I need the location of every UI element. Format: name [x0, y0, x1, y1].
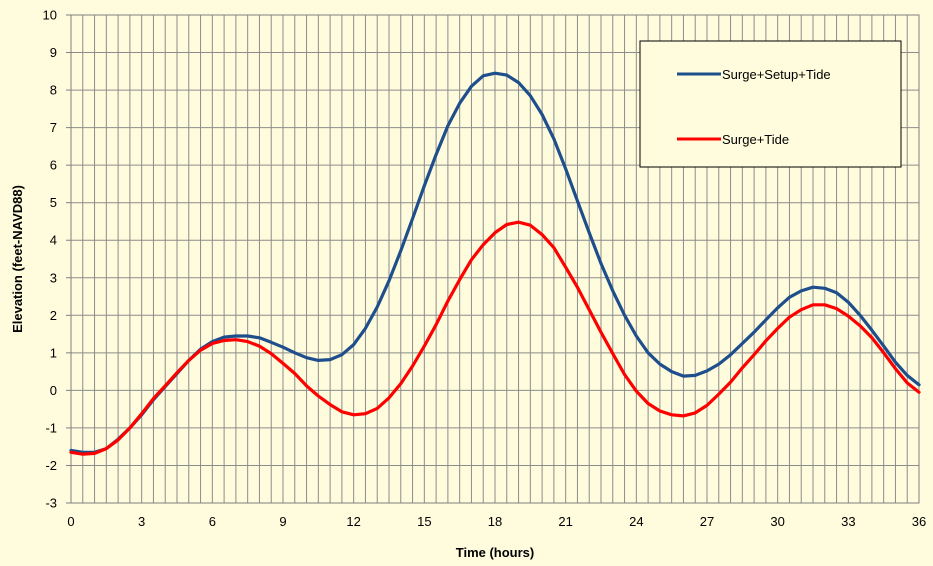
x-tick-label: 30: [770, 514, 784, 529]
series-line-surge-setup-tide: [69, 71, 921, 454]
x-tick-label: 9: [279, 514, 286, 529]
legend: Surge+Setup+Tide Surge+Tide: [639, 40, 902, 168]
x-tick-label: 18: [488, 514, 502, 529]
y-tick-label: 5: [50, 195, 57, 210]
y-axis-ticks: -3 -2 -1 0 1 2 3 4 5 6 7 8 9 10: [43, 8, 71, 511]
y-tick-label: 6: [50, 158, 57, 173]
y-tick-label: 2: [50, 308, 57, 323]
legend-label-surge-tide: Surge+Tide: [722, 132, 789, 147]
y-tick-label: 7: [50, 120, 57, 135]
plot-area: [70, 14, 920, 504]
y-tick-label: 4: [50, 233, 57, 248]
x-tick-label: 21: [558, 514, 572, 529]
x-tick-label: 3: [138, 514, 145, 529]
x-tick-label: 12: [346, 514, 360, 529]
y-tick-label: 1: [50, 345, 57, 360]
y-axis-title: Elevation (feet-NAVD88): [10, 185, 25, 333]
legend-label-surge-setup-tide: Surge+Setup+Tide: [722, 67, 831, 82]
x-axis-ticks: 0 3 6 9 12 15 18 21 24 27 30 33 36: [67, 514, 926, 529]
series-line-surge-tide: [69, 220, 921, 456]
y-tick-label: 10: [43, 8, 57, 23]
legend-box: [639, 40, 902, 168]
x-tick-label: 33: [841, 514, 855, 529]
x-tick-label: 0: [67, 514, 74, 529]
y-tick-label: 9: [50, 45, 57, 60]
y-tick-label: -1: [45, 420, 57, 435]
x-axis-title: Time (hours): [456, 545, 535, 560]
series-lines: [69, 71, 921, 456]
y-tick-label: 0: [50, 383, 57, 398]
x-tick-label: 15: [417, 514, 431, 529]
x-tick-label: 36: [912, 514, 926, 529]
y-tick-label: 3: [50, 270, 57, 285]
y-tick-label: -3: [45, 496, 57, 511]
x-tick-label: 6: [209, 514, 216, 529]
y-tick-label: 8: [50, 83, 57, 98]
x-tick-label: 27: [700, 514, 714, 529]
x-tick-label: 24: [629, 514, 643, 529]
y-tick-label: -2: [45, 458, 57, 473]
